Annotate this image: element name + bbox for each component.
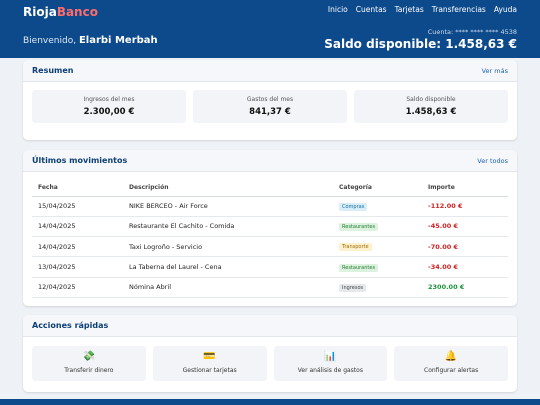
see-more-link[interactable]: Ver más (481, 67, 508, 75)
summary-boxes: Ingresos del mes 2.300,00 € Gastos del m… (32, 90, 508, 123)
bank-logo[interactable]: RiojaBanco (23, 5, 98, 19)
row-description: Taxi Logroño - Servicio (123, 236, 333, 258)
movements-title: Últimos movimientos (32, 156, 128, 165)
row-amount: -45.00 € (422, 216, 508, 238)
see-all-link[interactable]: Ver todos (477, 157, 508, 165)
col-amount: Importe (422, 180, 508, 197)
transfer-money-label: Transferir dinero (64, 367, 114, 374)
row-amount: -34.00 € (422, 256, 508, 278)
manage-cards-label: Gestionar tarjetas (182, 367, 237, 374)
main-nav: Inicio Cuentas Tarjetas Transferencias A… (328, 5, 517, 14)
expenses-box: Gastos del mes 841,37 € (193, 90, 347, 123)
bell-icon: 🔔 (444, 351, 458, 362)
row-date: 12/04/2025 (32, 277, 123, 298)
movements-table: Fecha Descripción Categoría Importe 15/0… (32, 180, 508, 298)
account-number: Cuenta: **** **** **** 4538 (427, 28, 517, 36)
quick-actions-row: 💸 Transferir dinero 💳 Gestionar tarjetas… (32, 346, 508, 381)
row-amount: 2300.00 € (422, 277, 508, 298)
summary-header: Resumen Ver más (23, 60, 517, 82)
chart-icon: 📊 (324, 351, 337, 362)
available-balance: Saldo disponible: 1.458,63 € (324, 37, 517, 51)
row-date: 14/04/2025 (32, 236, 123, 258)
top-bar: RiojaBanco Inicio Cuentas Tarjetas Trans… (0, 0, 540, 58)
nav-tarjetas[interactable]: Tarjetas (394, 5, 424, 14)
table-row[interactable]: 14/04/2025 Restaurante El Cachito - Comi… (32, 216, 508, 238)
logo-part-2: Banco (56, 5, 98, 19)
table-row[interactable]: 12/04/2025 Nómina Abril Ingresos 2300.00… (32, 277, 508, 298)
balance-value: 1.458,63 € (405, 107, 457, 117)
nav-inicio[interactable]: Inicio (327, 5, 348, 14)
category-badge: Ingresos (339, 283, 367, 292)
row-date: 13/04/2025 (32, 256, 123, 278)
row-date: 15/04/2025 (32, 196, 123, 217)
balance-label: Saldo disponible (406, 96, 456, 103)
movements-card: Últimos movimientos Ver todos Fecha Desc… (23, 150, 517, 306)
table-row[interactable]: 15/04/2025 NIKE BERCEO - Air Force Compr… (32, 196, 508, 217)
greeting: Bienvenido, (23, 36, 77, 46)
row-description: Restaurante El Cachito - Comida (123, 216, 333, 238)
money-icon: 💸 (82, 351, 96, 362)
user-name: Elarbi Merbah (78, 35, 158, 46)
expenses-label: Gastos del mes (246, 96, 294, 103)
income-box: Ingresos del mes 2.300,00 € (32, 90, 186, 123)
row-description: NIKE BERCEO - Air Force (123, 196, 333, 217)
col-description: Descripción (123, 180, 333, 197)
quick-actions-header: Acciones rápidas (23, 315, 517, 337)
logo-part-1: Rioja (23, 5, 57, 19)
income-label: Ingresos del mes (83, 96, 135, 103)
balance-box: Saldo disponible 1.458,63 € (354, 90, 508, 123)
card-icon: 💳 (203, 351, 216, 362)
category-badge: Restaurantes (339, 263, 379, 272)
income-value: 2.300,00 € (83, 107, 135, 117)
table-header-row: Fecha Descripción Categoría Importe (32, 180, 508, 197)
summary-title: Resumen (32, 66, 74, 75)
nav-transferencias[interactable]: Transferencias (431, 5, 486, 14)
nav-cuentas[interactable]: Cuentas (355, 5, 387, 14)
spending-analysis-button[interactable]: 📊 Ver análisis de gastos (273, 346, 388, 381)
nav-ayuda[interactable]: Ayuda (493, 5, 517, 14)
quick-actions-card: Acciones rápidas 💸 Transferir dinero 💳 G… (23, 315, 517, 392)
quick-actions-title: Acciones rápidas (32, 321, 109, 330)
row-description: La Taberna del Laurel - Cena (123, 256, 333, 278)
category-badge: Transporte (339, 243, 372, 252)
row-description: Nómina Abril (123, 277, 333, 298)
row-amount: -112.00 € (422, 196, 508, 217)
table-row[interactable]: 13/04/2025 La Taberna del Laurel - Cena … (32, 256, 508, 278)
footer-bar (0, 399, 540, 405)
transfer-money-button[interactable]: 💸 Transferir dinero (32, 346, 146, 381)
summary-card: Resumen Ver más Ingresos del mes 2.300,0… (23, 60, 517, 140)
manage-cards-button[interactable]: 💳 Gestionar tarjetas (152, 346, 267, 381)
row-date: 14/04/2025 (32, 216, 123, 238)
expenses-value: 841,37 € (249, 107, 291, 117)
configure-alerts-label: Configurar alertas (424, 367, 479, 374)
col-category: Categoría (333, 180, 422, 197)
category-badge: Restaurantes (339, 222, 379, 231)
welcome-message: Bienvenido, Elarbi Merbah (23, 35, 158, 46)
col-date: Fecha (32, 180, 123, 197)
category-badge: Compras (339, 202, 368, 211)
configure-alerts-button[interactable]: 🔔 Configurar alertas (394, 346, 508, 381)
movements-header: Últimos movimientos Ver todos (23, 150, 517, 172)
spending-analysis-label: Ver análisis de gastos (297, 367, 363, 374)
table-row[interactable]: 14/04/2025 Taxi Logroño - Servicio Trans… (32, 236, 508, 258)
row-amount: -70.00 € (422, 236, 508, 258)
